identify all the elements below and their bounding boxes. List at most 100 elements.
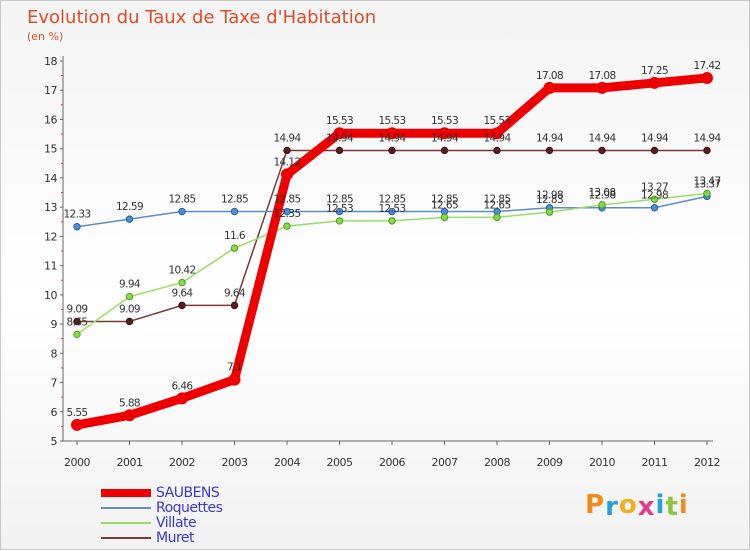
data-point-muret xyxy=(335,146,344,155)
data-label-villate: 12.53 xyxy=(326,203,353,215)
data-label-muret: 9.64 xyxy=(224,287,246,299)
y-tick-label: 15 xyxy=(44,143,57,156)
data-point-saubens xyxy=(648,76,661,89)
legend-label: Roquettes xyxy=(156,500,223,516)
data-label-villate: 12.65 xyxy=(483,199,510,211)
data-point-villate xyxy=(598,201,606,209)
data-label-roquettes: 12.85 xyxy=(431,194,458,206)
data-label-muret: 9.64 xyxy=(172,287,194,299)
data-label-saubens: 17.25 xyxy=(641,65,668,77)
data-label-villate: 13.47 xyxy=(693,175,720,187)
data-label-roquettes: 12.85 xyxy=(273,194,300,206)
data-point-roquettes xyxy=(650,204,659,212)
x-tick-label: 2000 xyxy=(64,456,90,469)
data-label-muret: 14.94 xyxy=(693,132,721,144)
chart-subtitle: (en %) xyxy=(27,30,64,43)
legend-swatch xyxy=(101,522,151,524)
data-label-roquettes: 12.85 xyxy=(326,194,353,206)
data-point-saubens xyxy=(228,373,241,386)
data-point-saubens xyxy=(71,418,83,431)
data-label-saubens: 15.53 xyxy=(326,115,353,127)
y-tick-label: 5 xyxy=(51,435,58,448)
y-tick-label: 6 xyxy=(51,406,58,419)
logo-letter: P xyxy=(585,490,606,520)
logo-letter: x xyxy=(637,492,656,522)
data-point-saubens xyxy=(438,127,451,140)
data-point-roquettes xyxy=(335,207,344,216)
data-point-roquettes xyxy=(388,207,396,216)
data-label-muret: 14.94 xyxy=(588,132,616,144)
data-label-villate: 12.53 xyxy=(378,203,405,215)
x-tick-label: 2006 xyxy=(379,456,405,469)
x-tick-label: 2010 xyxy=(589,456,615,469)
data-label-saubens: 5.55 xyxy=(67,407,88,419)
data-point-muret xyxy=(650,146,659,155)
y-tick-label: 8 xyxy=(51,347,58,360)
axes: 5 6 7 8 9 10 11 12 13 14 15 16 17 18 2000 2001 2002 2003 2… xyxy=(44,55,721,469)
y-tick-label: 11 xyxy=(44,260,57,273)
data-label-villate: 12.35 xyxy=(273,208,300,220)
logo-letter: o xyxy=(618,490,638,520)
data-point-villate xyxy=(283,222,291,230)
data-point-saubens xyxy=(123,409,136,422)
data-point-villate xyxy=(178,278,186,287)
data-point-muret xyxy=(598,146,606,155)
series-layer xyxy=(71,71,713,431)
x-tick-label: 2009 xyxy=(537,456,563,469)
data-label-muret: 9.09 xyxy=(67,303,88,315)
data-label-muret: 9.09 xyxy=(119,303,140,315)
data-label-saubens: 17.08 xyxy=(536,70,563,82)
data-point-roquettes xyxy=(178,207,186,216)
legend-swatch xyxy=(101,507,151,509)
data-point-saubens xyxy=(333,127,346,140)
data-point-villate xyxy=(493,213,501,222)
data-label-saubens: 17.08 xyxy=(588,70,615,82)
data-label-roquettes: 13.37 xyxy=(693,178,720,190)
y-tick-label: 16 xyxy=(44,113,57,126)
y-tick-label: 14 xyxy=(44,172,57,185)
logo-letter: r xyxy=(605,492,619,522)
data-label-saubens: 15.53 xyxy=(431,115,458,127)
logo-letter: t xyxy=(665,492,679,522)
data-label-saubens: 17.42 xyxy=(693,60,720,72)
data-label-roquettes: 12.85 xyxy=(483,194,510,206)
data-point-villate xyxy=(703,189,711,198)
data-point-roquettes xyxy=(73,223,81,231)
data-label-villate: 12.65 xyxy=(431,199,458,211)
data-point-villate xyxy=(440,213,449,222)
x-tick-label: 2012 xyxy=(694,456,720,469)
data-point-saubens xyxy=(176,392,188,405)
logo-letter: i xyxy=(655,490,666,520)
x-tick-label: 2005 xyxy=(327,456,353,469)
x-tick-label: 2007 xyxy=(432,456,458,469)
data-label-saubens: 5.88 xyxy=(119,397,140,409)
data-point-villate xyxy=(650,195,659,203)
data-label-muret: 14.94 xyxy=(326,132,354,144)
data-point-saubens xyxy=(701,71,713,84)
data-labels-layer: 5.55 5.88 6.46 7.1 14.12 15.53 15.53 15.53 15.53… xyxy=(63,60,722,419)
data-label-muret: 14.94 xyxy=(483,132,511,144)
data-label-villate: 12.83 xyxy=(536,194,563,206)
y-tick-label: 18 xyxy=(44,55,57,68)
data-point-villate xyxy=(335,217,344,225)
data-point-saubens xyxy=(491,127,503,140)
data-label-roquettes: 12.85 xyxy=(168,194,195,206)
legend-swatch xyxy=(101,537,151,539)
x-tick-label: 2004 xyxy=(274,456,300,469)
data-point-muret xyxy=(230,301,239,310)
data-label-villate: 8.65 xyxy=(67,316,88,328)
data-point-roquettes xyxy=(283,207,291,216)
data-point-muret xyxy=(388,146,396,155)
proxiti-logo: Proxiti xyxy=(585,490,689,522)
data-point-muret xyxy=(440,146,449,155)
data-label-villate: 13.27 xyxy=(641,181,668,193)
data-label-villate: 11.6 xyxy=(224,230,246,242)
data-label-saubens: 7.1 xyxy=(227,362,242,374)
data-point-villate xyxy=(388,217,396,225)
data-point-muret xyxy=(283,146,291,155)
x-tick-label: 2008 xyxy=(484,456,510,469)
data-label-roquettes: 12.98 xyxy=(588,190,615,202)
data-label-muret: 14.94 xyxy=(641,132,669,144)
